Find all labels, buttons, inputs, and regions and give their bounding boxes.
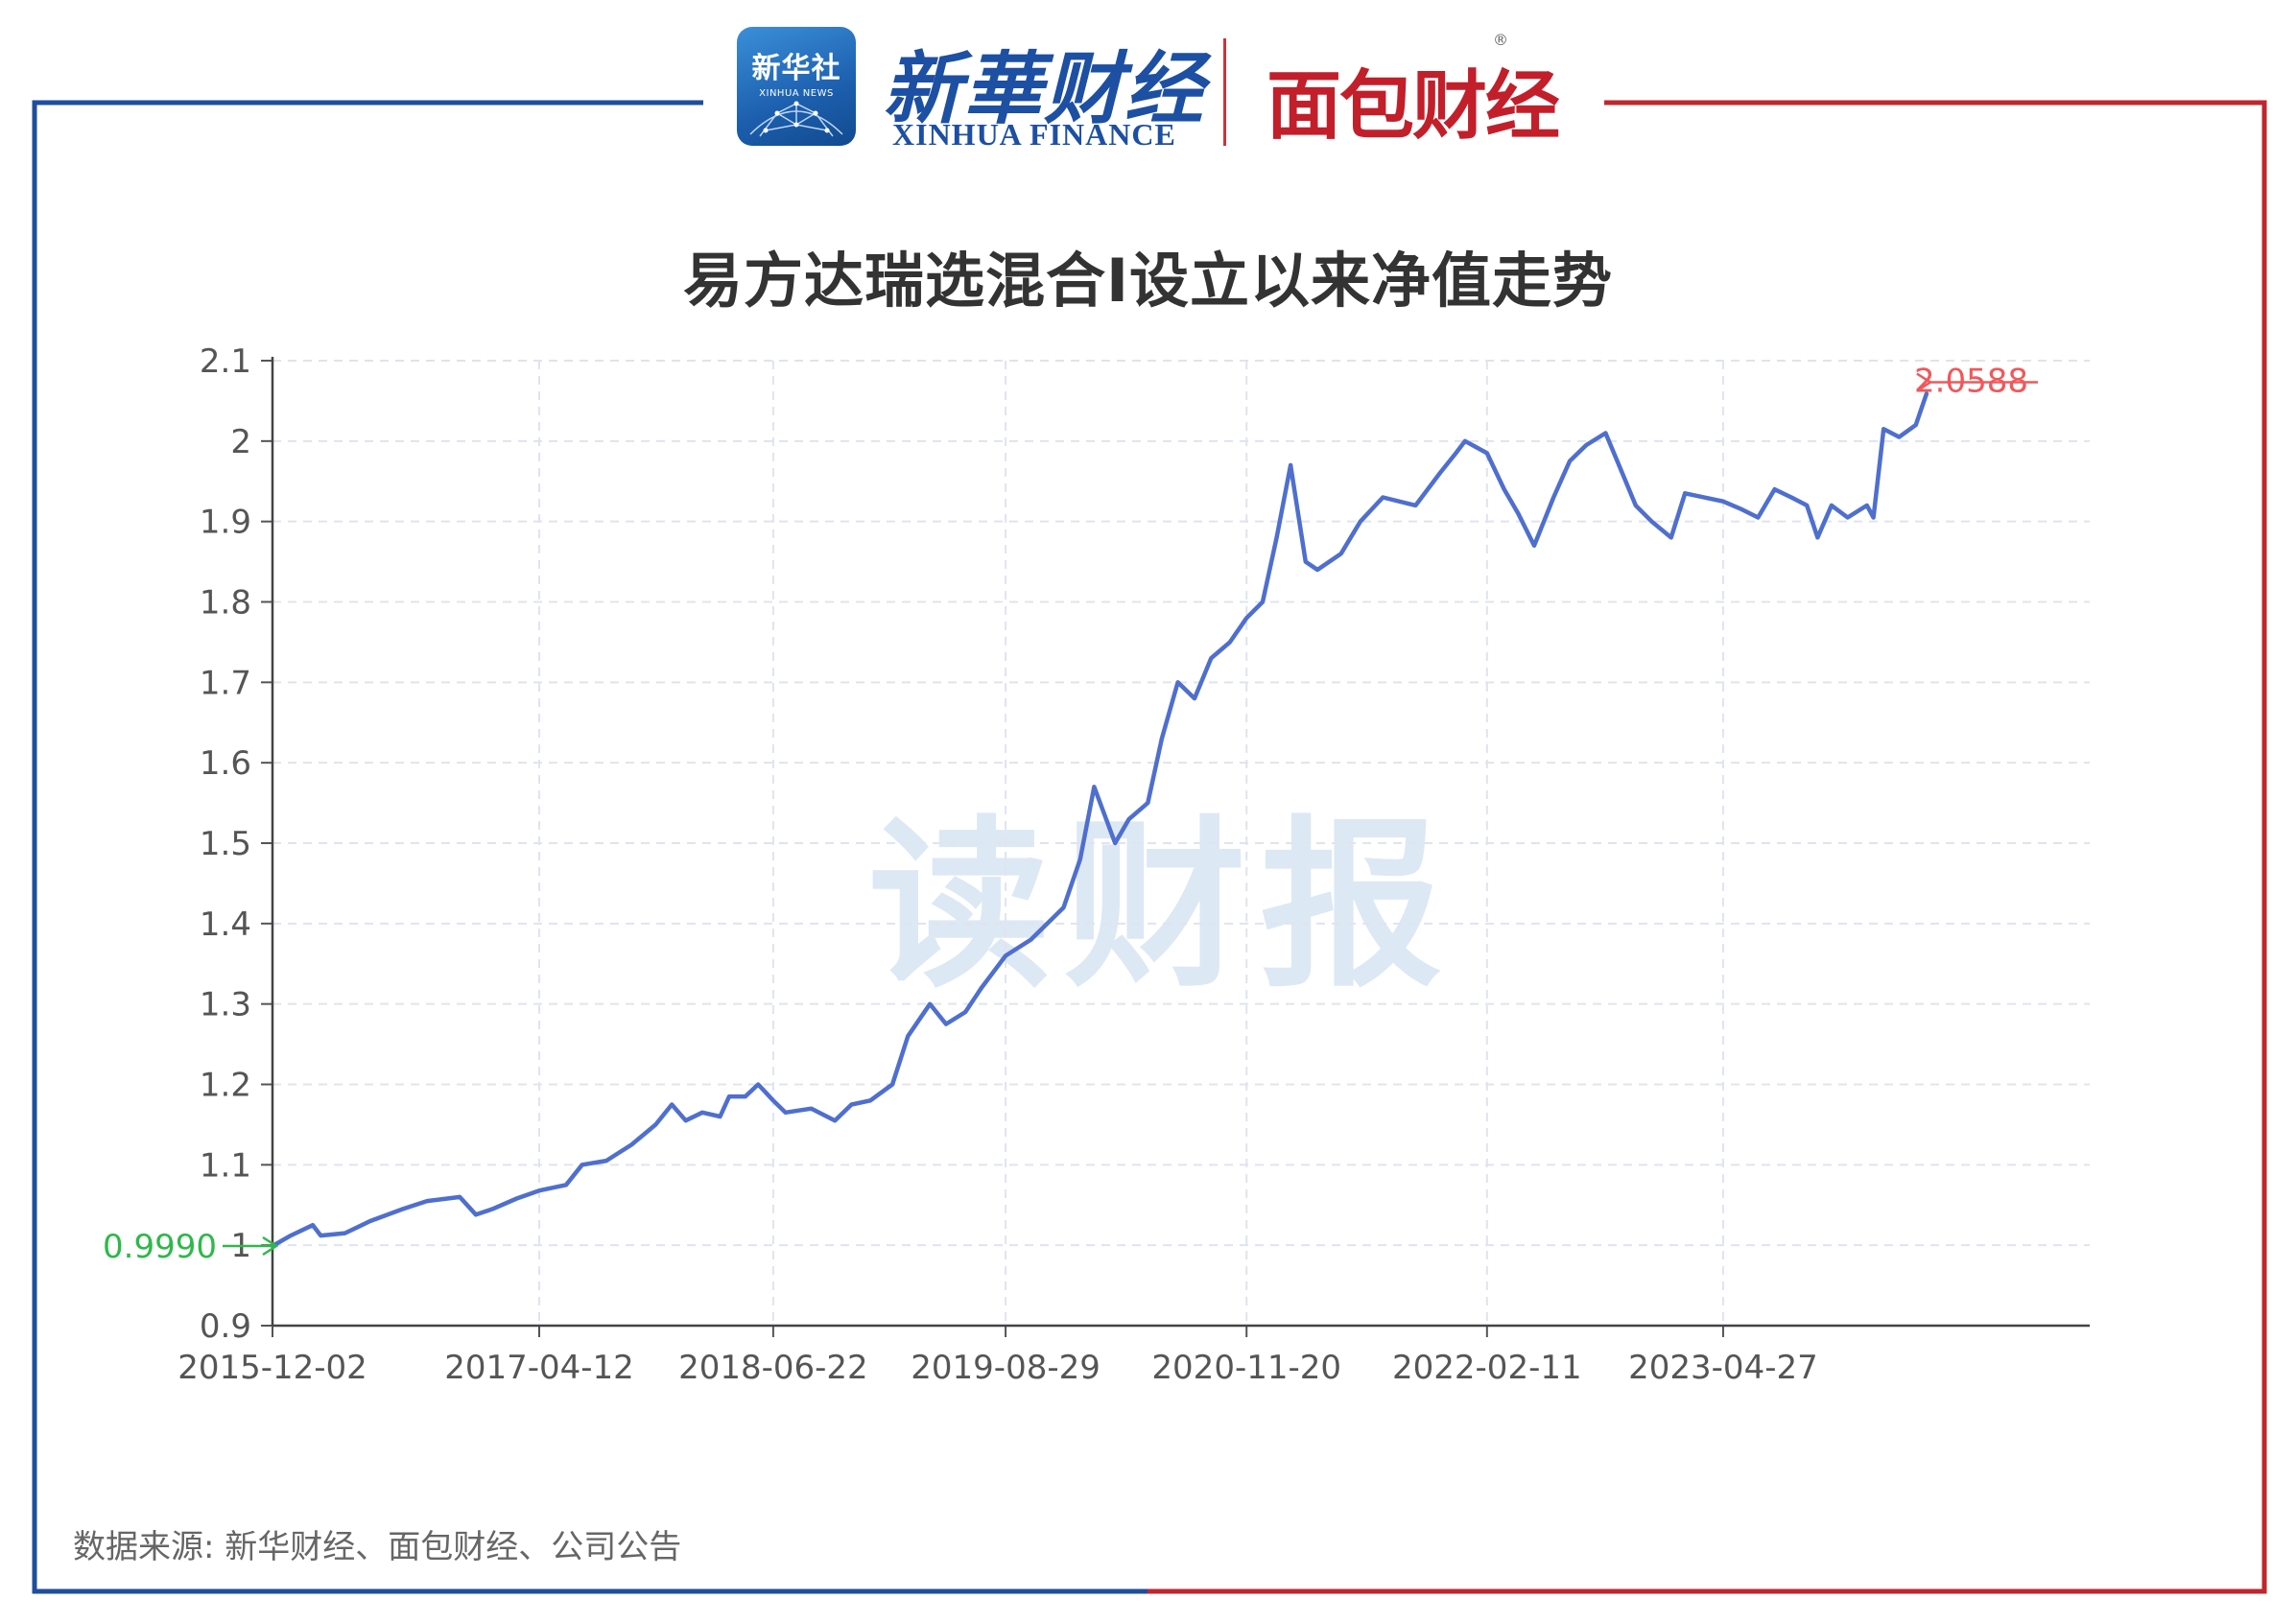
xinhua-news-logo: 新华社 XINHUA NEWS (737, 27, 856, 146)
start-arrowhead-icon (262, 1235, 279, 1257)
header-logos: 新华社 XINHUA NEWS 新華财经 XINHUA FINANCE 面包财经… (729, 21, 1593, 165)
x-tick-label: 2015-12-02 (178, 1349, 367, 1387)
y-tick-label: 1.2 (200, 1067, 251, 1105)
tick-labels: 0.911.11.21.31.41.51.61.71.81.922.12015-… (178, 342, 1818, 1387)
start-value-label: 0.9990 (103, 1228, 217, 1266)
x-tick-label: 2023-04-27 (1628, 1349, 1818, 1387)
y-tick-label: 1.4 (200, 906, 251, 944)
series-layer (270, 391, 1929, 1249)
y-tick-label: 1.6 (200, 744, 251, 783)
y-tick-label: 2.1 (200, 342, 251, 381)
y-tick-label: 1.9 (200, 504, 251, 542)
data-source-note: 数据来源: 新华财经、面包财经、公司公告 (73, 1528, 682, 1566)
frame-right-border (1148, 100, 2267, 1594)
y-tick-label: 1.1 (200, 1146, 251, 1185)
xinhua-badge-subtext: XINHUA NEWS (759, 88, 834, 99)
axes (261, 357, 2090, 1337)
x-tick-label: 2020-11-20 (1151, 1349, 1341, 1387)
end-arrowhead-icon (1916, 372, 1933, 392)
xinhua-finance-logo-en: XINHUA FINANCE (892, 117, 1176, 152)
y-tick-label: 2 (230, 423, 251, 461)
x-tick-label: 2018-06-22 (678, 1349, 868, 1387)
network-globe-icon (749, 101, 843, 137)
watermark: 读财报 (868, 800, 1456, 1012)
y-tick-label: 1.7 (200, 664, 251, 702)
xinhua-finance-logo-cn: 新華财经 (883, 43, 1205, 135)
y-tick-label: 1.5 (200, 825, 251, 863)
xinhua-badge-text: 新华社 (751, 52, 841, 85)
y-tick-label: 1.3 (200, 986, 251, 1024)
x-tick-label: 2017-04-12 (444, 1349, 634, 1387)
y-tick-label: 0.9 (200, 1307, 251, 1346)
nav-series-line (270, 391, 1929, 1249)
x-tick-label: 2019-08-29 (911, 1349, 1101, 1387)
grid-lines (272, 360, 2090, 1326)
chart-title: 易方达瑞选混合I设立以来净值走势 (682, 246, 1614, 316)
x-tick-label: 2022-02-11 (1392, 1349, 1582, 1387)
header-divider (1223, 38, 1226, 146)
mianbao-finance-logo: 面包财经 (1266, 63, 1560, 150)
y-tick-label: 1.8 (200, 584, 251, 623)
registered-mark: ® (1493, 31, 1508, 49)
frame-left-border (32, 100, 1151, 1594)
